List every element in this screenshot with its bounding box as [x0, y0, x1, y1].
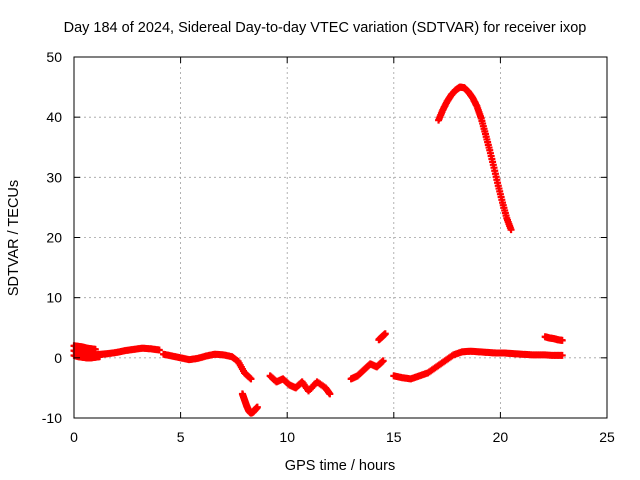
data-point: [247, 375, 255, 383]
data-point: [558, 336, 566, 344]
data-point: [96, 353, 104, 361]
data-point: [381, 330, 389, 338]
data-point: [91, 345, 99, 353]
data-series: [238, 390, 261, 417]
data-series: [347, 357, 387, 383]
x-tick-label: 5: [177, 429, 185, 445]
y-tick-label: 20: [46, 230, 62, 246]
x-tick-label: 10: [279, 429, 295, 445]
data-point: [326, 390, 334, 398]
data-point: [253, 403, 261, 411]
data-point: [507, 226, 515, 234]
x-tick-label: 0: [70, 429, 78, 445]
y-tick-label: 50: [46, 49, 62, 65]
data-series: [375, 330, 389, 344]
data-point: [379, 357, 387, 365]
y-tick-label: 40: [46, 109, 62, 125]
data-series: [70, 351, 104, 362]
x-axis-label: GPS time / hours: [285, 458, 395, 474]
data-series: [541, 333, 566, 344]
data-series: [160, 350, 255, 383]
data-series: [390, 347, 566, 383]
y-tick-label: -10: [42, 410, 62, 426]
y-axis-label: SDTVAR / TECUs: [6, 180, 22, 296]
x-tick-label: 25: [599, 429, 615, 445]
x-tick-label: 15: [386, 429, 402, 445]
data-point: [155, 346, 163, 354]
chart-title: Day 184 of 2024, Sidereal Day-to-day VTE…: [64, 20, 587, 36]
data-series: [70, 342, 99, 353]
data-point: [558, 351, 566, 359]
y-tick-label: 0: [54, 350, 62, 366]
y-tick-label: 10: [46, 290, 62, 306]
x-tick-label: 20: [493, 429, 509, 445]
data-series: [266, 372, 334, 398]
y-tick-label: 30: [46, 169, 62, 185]
series-layer: [70, 83, 566, 417]
axes: 0 5 10 15 20 25 -10 0 10 20 30 40 50: [42, 49, 615, 445]
grid-lines: [74, 57, 607, 418]
data-series: [435, 83, 515, 234]
